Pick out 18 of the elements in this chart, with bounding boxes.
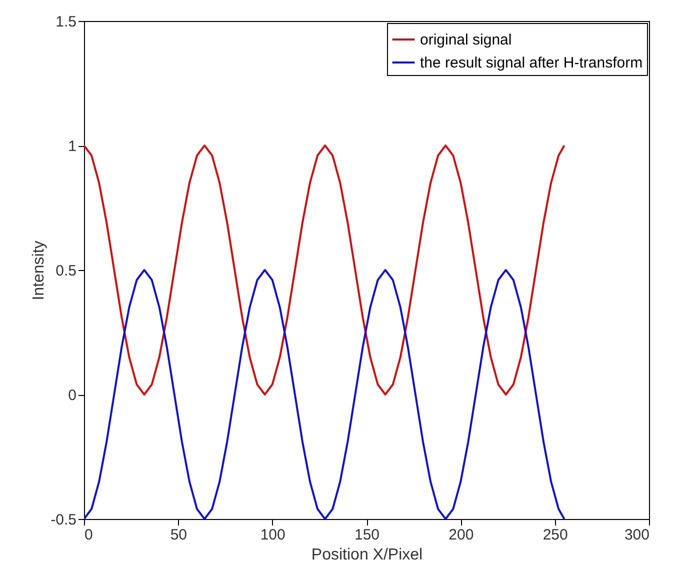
x-tick-label: 0 (84, 526, 93, 544)
x-tick-label: 50 (170, 526, 188, 544)
y-tick-label: 1.5 (56, 14, 76, 30)
y-tick-label: 0.5 (56, 262, 76, 280)
x-tick-label: 100 (260, 526, 286, 544)
y-tick-label: 0 (68, 387, 76, 404)
line-series (84, 144, 566, 396)
legend-label: the result signal after H-transform (420, 54, 643, 72)
x-tick-label: 250 (542, 526, 568, 544)
line-series (84, 269, 566, 519)
x-tick-label: 300 (624, 526, 650, 544)
x-axis-title: Position X/Pixel (311, 546, 423, 564)
y-tick-label: -0.5 (50, 512, 76, 528)
y-axis-title: Intensity (30, 240, 48, 300)
y-tick-label: 1 (68, 138, 76, 155)
x-tick-label: 150 (354, 526, 380, 544)
x-tick-label: 200 (448, 526, 474, 544)
legend-label: original signal (420, 32, 512, 48)
